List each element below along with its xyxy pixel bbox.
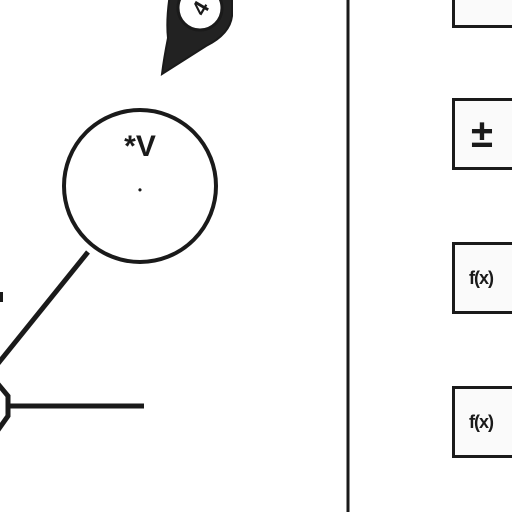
function-label-1: f(x) (469, 267, 494, 288)
node-label: *V (124, 130, 156, 163)
function-label-2: f(x) (469, 411, 494, 432)
map-pin-icon[interactable]: 4 (160, 0, 233, 76)
plus-minus-icon: ± (471, 112, 493, 156)
node-v[interactable]: *V • (62, 108, 218, 264)
node-center-dot: • (138, 183, 142, 197)
node-connector (0, 250, 90, 366)
edge-mark (0, 292, 3, 302)
plus-minus-button[interactable]: ± (452, 98, 512, 170)
function-button-2[interactable]: f(x) (452, 386, 512, 458)
top-partial-button[interactable]: x (452, 0, 512, 28)
function-button-1[interactable]: f(x) (452, 242, 512, 314)
arrow-head-icon (0, 382, 144, 432)
